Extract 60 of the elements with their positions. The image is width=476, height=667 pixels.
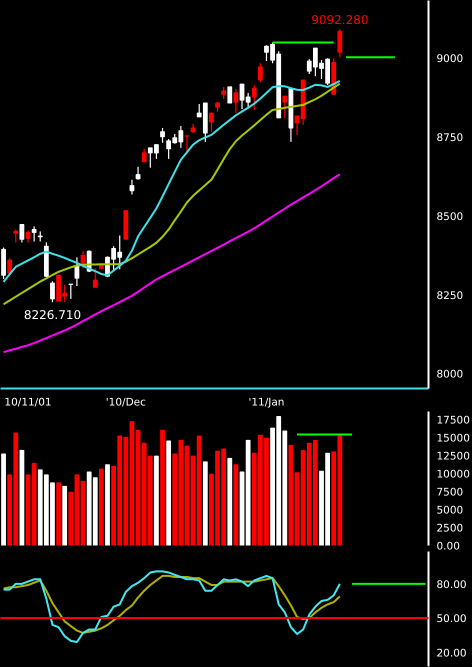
x-tick-label: 10/11/01	[4, 396, 52, 408]
line-series	[2, 570, 341, 643]
line-series	[2, 574, 341, 634]
bar	[202, 461, 208, 546]
candlestick	[68, 283, 74, 300]
bar	[166, 440, 172, 546]
annotation: 8226.710	[24, 308, 82, 322]
candlestick	[74, 256, 80, 287]
candlestick	[160, 127, 165, 144]
annotation: 9092.280	[311, 13, 368, 28]
y-tick-label: 9000	[436, 53, 464, 66]
x-tick-label: '10/Dec	[106, 396, 146, 408]
candlestick	[221, 86, 226, 100]
y-tick-label: 8250	[436, 290, 464, 302]
bar	[105, 464, 110, 546]
candlestick	[215, 101, 220, 112]
y-tick-label: 17500	[436, 414, 470, 426]
candlestick	[92, 268, 98, 288]
bar	[234, 464, 238, 546]
bar	[20, 450, 24, 546]
candlestick	[50, 280, 55, 303]
candlestick	[136, 166, 140, 180]
y-tick-label: 10000	[436, 468, 470, 480]
candlestick	[190, 123, 196, 134]
bar	[154, 456, 159, 546]
candlestick	[227, 86, 232, 104]
x-tick-label: '11/Jan	[248, 396, 284, 408]
candlestick	[209, 112, 214, 132]
candlestick	[142, 148, 147, 162]
candlestick	[252, 84, 257, 111]
bar	[56, 482, 61, 546]
bar	[160, 430, 165, 546]
y-tick-label: 20.00	[436, 647, 467, 660]
candlestick	[130, 179, 134, 196]
candlestick	[26, 230, 30, 244]
y-tick-label: 15000	[436, 432, 470, 444]
candlestick	[337, 28, 342, 58]
bar	[62, 486, 68, 546]
candlestick	[184, 135, 190, 154]
candlestick	[234, 88, 238, 114]
y-tick-label: 80.00	[436, 578, 467, 591]
candlestick	[32, 226, 37, 242]
y-tick-label: 7500	[436, 486, 464, 498]
candlestick	[258, 62, 263, 83]
y-tick-label: 8750	[436, 132, 464, 144]
y-tick-label: 0.00	[436, 540, 460, 552]
y-tick-label: 12500	[436, 450, 470, 462]
candlestick	[38, 230, 43, 242]
candlestick	[20, 224, 24, 244]
y-tick-label: 5000	[436, 504, 464, 516]
y-tick-label: 8500	[436, 210, 464, 223]
line-series	[2, 173, 341, 354]
bar	[1, 454, 6, 546]
y-tick-label: 8000	[436, 368, 464, 381]
y-tick-label: 50.00	[436, 613, 467, 626]
bar	[227, 458, 232, 546]
bar	[98, 468, 104, 546]
candlestick	[13, 228, 18, 244]
candlestick	[282, 95, 288, 118]
y-tick-label: 2500	[436, 522, 464, 534]
